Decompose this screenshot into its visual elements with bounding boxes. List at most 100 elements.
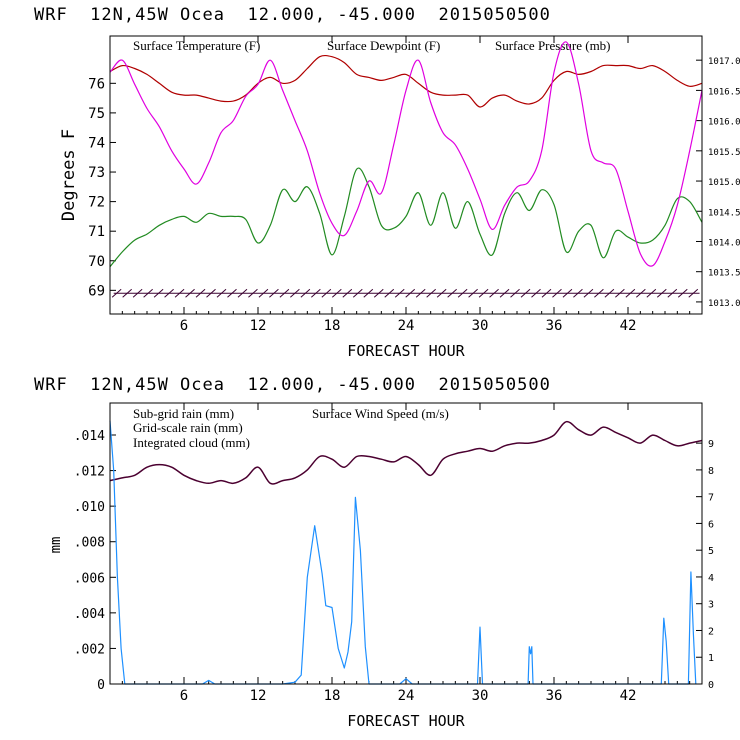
- y-tick-label: 71: [88, 224, 105, 240]
- y-tick-label: 75: [88, 106, 105, 122]
- y2-tick-label: 1013.5: [708, 269, 740, 279]
- top-plot-frame: [109, 35, 703, 315]
- wind-barb: [384, 288, 395, 298]
- wind-barb: [478, 288, 489, 298]
- y2-tick-label: 0: [708, 680, 714, 691]
- x-tick-label: 6: [180, 318, 188, 334]
- top-y-axis-label: Degrees F: [59, 129, 79, 221]
- wind-barbs: [111, 288, 700, 298]
- y-tick-label: 76: [88, 76, 105, 92]
- series-surface-temperature-f: [109, 54, 703, 108]
- legend-dewpoint: Surface Dewpoint (F): [327, 38, 440, 53]
- y2-tick-label: 8: [708, 466, 714, 477]
- x-tick-label: 36: [546, 318, 563, 334]
- top-axis-ticks: 6 12 18 24 30 36 42 69 70 71 72 73 74 75 76 1013.0 1013.…: [88, 36, 740, 334]
- wind-barb: [615, 288, 625, 298]
- y-tick-label: .012: [74, 465, 105, 480]
- y-tick-label: .006: [74, 571, 105, 586]
- bottom-plot-frame: [109, 402, 703, 685]
- x-tick-label: 24: [398, 318, 415, 334]
- top-x-axis-label: FORECAST HOUR: [347, 342, 465, 360]
- wind-barb: [373, 288, 384, 298]
- y-tick-label: .004: [74, 607, 105, 622]
- wind-barb: [174, 288, 185, 298]
- wind-barb: [206, 288, 216, 298]
- y-tick-label: .002: [74, 642, 105, 657]
- wind-barb: [583, 288, 594, 298]
- wind-barb: [269, 288, 279, 298]
- wind-barb: [667, 288, 678, 298]
- wind-barb: [604, 288, 615, 298]
- wind-barb: [300, 288, 311, 298]
- y2-tick-label: 1013.0: [708, 299, 740, 309]
- x-tick-label: 36: [546, 688, 563, 704]
- bottom-chart-series: [109, 420, 703, 685]
- y2-tick-label: 7: [708, 493, 714, 504]
- wind-barb: [541, 288, 552, 298]
- x-tick-label: 42: [620, 688, 637, 704]
- wind-barb: [290, 288, 300, 298]
- x-tick-label: 30: [472, 318, 489, 334]
- legend-sub-grid-rain: Sub-grid rain (mm): [133, 406, 234, 421]
- wind-barb: [248, 288, 258, 298]
- wind-barb: [656, 288, 667, 298]
- wind-barb: [457, 288, 468, 298]
- legend-wind-speed: Surface Wind Speed (m/s): [312, 406, 449, 421]
- y-tick-label: .010: [74, 500, 105, 515]
- legend-pressure: Surface Pressure (mb): [495, 38, 611, 53]
- wind-barb: [573, 288, 583, 298]
- x-tick-label: 42: [620, 318, 637, 334]
- wind-barb: [279, 288, 290, 298]
- wind-barb: [520, 288, 531, 298]
- wind-barb: [363, 288, 374, 298]
- legend-temperature: Surface Temperature (F): [133, 38, 260, 53]
- wind-barb: [342, 288, 353, 298]
- x-tick-label: 18: [324, 318, 341, 334]
- wind-barb: [132, 288, 143, 298]
- x-tick-label: 6: [180, 688, 188, 704]
- y2-tick-label: 6: [708, 519, 714, 530]
- wind-barb: [258, 288, 269, 298]
- wind-barb: [552, 288, 562, 298]
- wind-barb: [447, 288, 457, 298]
- y2-tick-label: 4: [708, 573, 714, 584]
- x-tick-label: 24: [398, 688, 415, 704]
- x-tick-label: 18: [324, 688, 341, 704]
- wind-barb: [394, 288, 405, 298]
- wind-barb: [237, 288, 248, 298]
- y2-tick-label: 2: [708, 626, 714, 637]
- wind-barb: [436, 288, 447, 298]
- series-surface-pressure-mb: [109, 41, 703, 267]
- wind-barb: [405, 288, 416, 298]
- wind-barb: [531, 288, 541, 298]
- y-tick-label: .008: [74, 536, 105, 551]
- wind-barb: [143, 288, 153, 298]
- wind-barb: [562, 288, 573, 298]
- y2-tick-label: 5: [708, 546, 714, 557]
- y2-tick-label: 1016.0: [708, 118, 740, 128]
- wind-barb: [227, 288, 237, 298]
- wind-barb: [164, 288, 174, 298]
- y-tick-label: .014: [74, 429, 105, 444]
- wind-barb: [636, 288, 646, 298]
- wind-barb: [489, 288, 499, 298]
- wind-barb: [677, 288, 688, 298]
- legend-grid-scale-rain: Grid-scale rain (mm): [133, 420, 243, 435]
- y-tick-label: 74: [88, 135, 105, 151]
- series-surface-wind-speed-m-s: [109, 420, 703, 485]
- x-tick-label: 30: [472, 688, 489, 704]
- wind-barb: [499, 288, 510, 298]
- wind-barb: [195, 288, 206, 298]
- wind-barb: [415, 288, 426, 298]
- bottom-axis-ticks: 6 12 18 24 30 36 420.002.004.006.008.010.012.0…: [74, 403, 714, 704]
- top-chart-title: WRF 12N,45W Ocea 12.000, -45.000 2015050…: [34, 5, 551, 25]
- wind-barb: [468, 288, 478, 298]
- wind-barb: [625, 288, 636, 298]
- y-tick-label: 0: [97, 678, 105, 693]
- y2-tick-label: 1015.0: [708, 178, 740, 188]
- y2-tick-label: 1015.5: [708, 148, 740, 158]
- wind-barb: [311, 288, 321, 298]
- wind-barb: [594, 288, 604, 298]
- y2-tick-label: 3: [708, 600, 714, 611]
